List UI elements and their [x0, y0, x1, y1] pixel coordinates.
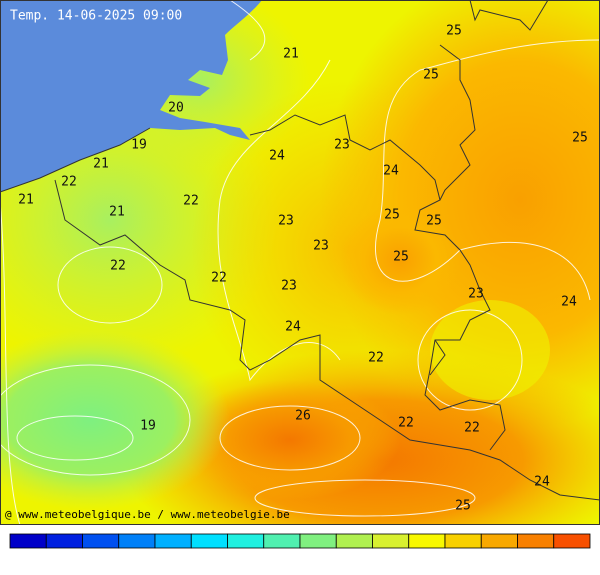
map-title: Temp. 14-06-2025 09:00	[10, 9, 182, 24]
color-scale	[9, 533, 591, 549]
color-swatch	[9, 533, 47, 549]
temperature-label: 22	[110, 259, 126, 274]
temperature-label: 25	[446, 24, 462, 39]
temperature-label: 24	[383, 164, 399, 179]
temperature-label: 24	[561, 295, 577, 310]
color-swatch	[263, 533, 301, 549]
temperature-label: 22	[61, 175, 77, 190]
temperature-label: 25	[455, 499, 471, 514]
color-swatch	[227, 533, 265, 549]
temperature-label: 22	[211, 271, 227, 286]
temperature-label: 21	[93, 157, 109, 172]
color-swatch	[190, 533, 228, 549]
temperature-label: 25	[393, 250, 409, 265]
temperature-label: 20	[168, 101, 184, 116]
temperature-label: 23	[468, 287, 484, 302]
temperature-label: 22	[464, 421, 480, 436]
color-swatch	[517, 533, 555, 549]
temperature-label: 24	[269, 149, 285, 164]
credit: @ www.meteobelgique.be / www.meteobelgie…	[5, 508, 290, 521]
temperature-label: 23	[281, 279, 297, 294]
color-swatch	[372, 533, 410, 549]
temperature-label: 23	[334, 138, 350, 153]
temperature-label: 23	[313, 239, 329, 254]
color-swatch	[335, 533, 373, 549]
temperature-label: 21	[283, 47, 299, 62]
temperature-label: 22	[398, 416, 414, 431]
borders	[0, 0, 600, 501]
temperature-label: 25	[384, 208, 400, 223]
temperature-label: 26	[295, 409, 311, 424]
temperature-label: 25	[423, 68, 439, 83]
temperature-label: 25	[572, 131, 588, 146]
temperature-label: 21	[109, 205, 125, 220]
color-swatch	[45, 533, 83, 549]
temperature-label: 21	[18, 193, 34, 208]
temperature-label: 24	[534, 475, 550, 490]
temperature-label: 19	[140, 419, 156, 434]
color-swatch	[118, 533, 156, 549]
color-swatch	[553, 533, 591, 549]
contours	[0, 0, 600, 525]
color-swatch	[299, 533, 337, 549]
color-swatch	[82, 533, 120, 549]
temperature-label: 22	[183, 194, 199, 209]
color-swatch	[480, 533, 518, 549]
temperature-label: 23	[278, 214, 294, 229]
temperature-label: 25	[426, 214, 442, 229]
color-swatch	[444, 533, 482, 549]
temperature-label: 22	[368, 351, 384, 366]
temperature-label: 24	[285, 320, 301, 335]
temperature-label: 19	[131, 138, 147, 153]
color-swatch	[408, 533, 446, 549]
color-swatch	[154, 533, 192, 549]
sea	[0, 0, 262, 192]
